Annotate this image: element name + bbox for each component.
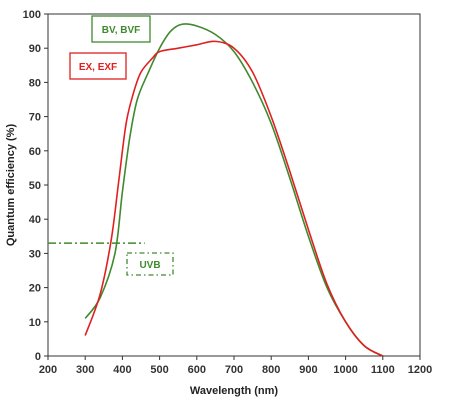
y-tick-label: 20 <box>29 283 41 295</box>
y-tick-label: 50 <box>29 180 41 192</box>
x-tick-label: 600 <box>188 364 206 376</box>
legend-box <box>69 52 127 80</box>
tick-marks <box>44 13 421 360</box>
y-tick-label: 80 <box>29 77 41 89</box>
y-tick-label: 10 <box>29 317 41 329</box>
x-tick-label: 400 <box>113 364 131 376</box>
x-tick-label: 300 <box>76 364 94 376</box>
series-bv-bvf-line <box>84 23 384 357</box>
legend: BV, BVF EX, EXF UVB <box>69 15 174 276</box>
y-tick-labels: 0 10 20 30 40 50 60 70 80 90 100 <box>23 9 41 363</box>
y-axis-label: Quantum efficiency (%) <box>5 124 17 247</box>
x-tick-label: 1100 <box>371 364 395 376</box>
x-tick-label: 700 <box>225 364 243 376</box>
x-tick-label: 1200 <box>408 364 432 376</box>
series-lines <box>48 23 384 357</box>
legend-bv-bvf: BV, BVF <box>91 15 151 43</box>
legend-uvb: UVB <box>126 252 174 276</box>
x-tick-label: 900 <box>299 364 317 376</box>
x-tick-label: 500 <box>150 364 168 376</box>
x-tick-labels: 200 300 400 500 600 700 800 900 1000 1100 1200 <box>39 364 432 376</box>
y-tick-label: 90 <box>29 43 41 55</box>
x-tick-label: 800 <box>262 364 280 376</box>
legend-label: EX, EXF <box>79 62 117 73</box>
legend-ex-exf: EX, EXF <box>69 52 127 80</box>
x-axis-label: Wavelength (nm) <box>190 385 279 397</box>
series-ex-exf-line <box>84 40 384 357</box>
legend-label: BV, BVF <box>102 25 141 36</box>
y-tick-label: 70 <box>29 112 41 124</box>
y-tick-label: 40 <box>29 214 41 226</box>
legend-label: UVB <box>139 260 160 271</box>
legend-box <box>91 15 151 43</box>
legend-box <box>126 252 174 276</box>
x-tick-label: 200 <box>39 364 57 376</box>
y-tick-label: 30 <box>29 248 41 260</box>
x-tick-label: 1000 <box>333 364 357 376</box>
y-tick-label: 0 <box>35 351 41 363</box>
y-tick-label: 100 <box>23 9 41 21</box>
y-tick-label: 60 <box>29 146 41 158</box>
